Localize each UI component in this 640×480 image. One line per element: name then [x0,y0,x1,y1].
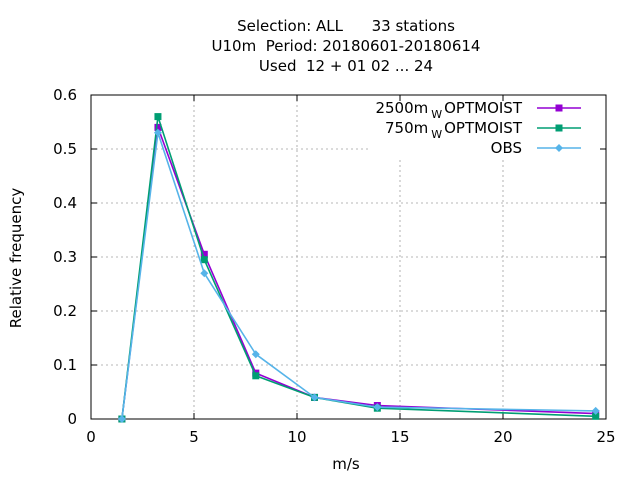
legend-swatch-marker [555,104,563,112]
y-tick-label: 0.6 [53,86,77,104]
data-point-obs [117,415,126,423]
chart-title-line-3: Used 12 + 01 02 ... 24 [258,57,434,75]
chart-title-line-2: U10m Period: 20180601-20180614 [211,37,481,55]
plot-frame [90,94,607,420]
data-point-obs [373,403,382,412]
data-point-2500m [200,250,208,258]
legend-entry-750m: 750m W OPTMOIST [385,119,581,141]
y-tick-label: 0 [67,410,77,428]
data-point-750m [154,113,162,121]
series-line-750m [121,115,596,420]
data-point-2500m [154,123,162,131]
x-tick-label: 5 [189,428,199,446]
x-tick-label: 10 [287,428,306,446]
legend-swatch-marker [555,144,563,152]
y-tick-label: 0.4 [53,194,77,212]
x-tick-label: 20 [493,428,512,446]
data-point-obs [591,406,600,415]
y-tick-label: 0.2 [53,302,77,320]
legend-label: 750m W OPTMOIST [385,119,523,141]
data-point-750m [200,256,208,264]
x-tick-label: 25 [596,428,615,446]
series-line-2500m [121,126,596,420]
x-tick-label: 0 [86,428,96,446]
chart-title-line-1: Selection: ALL 33 stations [237,17,455,35]
data-point-obs [310,393,319,402]
y-tick-label: 0.3 [53,248,77,266]
series-line-obs [121,132,596,420]
x-tick-label: 15 [390,428,409,446]
legend-entry-obs: OBS [491,139,581,157]
x-axis-label: m/s [332,455,360,473]
data-point-obs [251,350,260,359]
data-point-obs [153,128,162,137]
y-axis-label: Relative frequency [7,187,25,329]
y-tick-label: 0.5 [53,140,77,158]
data-point-obs [200,269,209,278]
legend-swatch-marker [555,124,563,132]
data-point-750m [592,412,600,420]
y-tick-label: 0.1 [53,356,77,374]
legend-label: 2500m W OPTMOIST [375,99,522,121]
data-point-750m [252,372,260,380]
legend-entry-2500m: 2500m W OPTMOIST [375,99,581,121]
legend-label: OBS [491,139,522,157]
